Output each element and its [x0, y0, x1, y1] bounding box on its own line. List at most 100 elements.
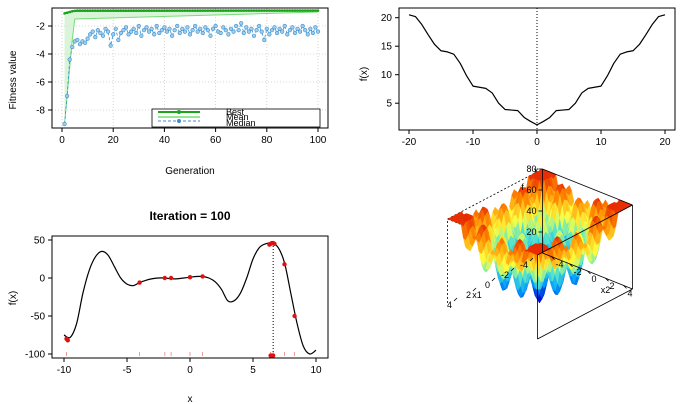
best-point [219, 9, 223, 12]
population-point [187, 275, 193, 280]
panel1-xtick-label: 80 [261, 135, 273, 146]
population-point [137, 280, 142, 285]
legend-box [151, 108, 321, 128]
best-point [83, 9, 87, 12]
best-point [188, 9, 192, 12]
median-point [126, 32, 131, 37]
best-point [129, 9, 133, 12]
best-point [247, 9, 251, 12]
legend-median-marker [177, 119, 181, 123]
panel1-xtick-label: 100 [310, 135, 327, 146]
panel1-xtick-label: 20 [108, 135, 120, 146]
best-point [145, 9, 148, 12]
median-point [251, 33, 257, 38]
median-point [121, 28, 126, 33]
median-point [226, 32, 231, 37]
best-point [150, 9, 153, 12]
population-point [162, 275, 167, 281]
median-point [149, 26, 154, 31]
median-point [182, 29, 187, 34]
median-point [75, 37, 80, 43]
median-point [172, 28, 177, 33]
panel3-xtick-label: -10 [57, 365, 72, 376]
panel1-xtick-label: 40 [159, 135, 171, 146]
median-point [100, 33, 106, 38]
median-point [208, 33, 213, 38]
legend-best-marker [177, 110, 181, 114]
best-point [104, 9, 107, 12]
best-point [63, 12, 66, 15]
best-point [178, 9, 182, 12]
median-point [169, 33, 175, 38]
panel2-xtick-label: -20 [402, 137, 417, 148]
best-point [73, 9, 77, 13]
best-point [91, 9, 95, 12]
median-point [164, 29, 170, 34]
best-point [311, 9, 315, 12]
median-point [123, 25, 129, 30]
panel1-xlabel: Generation [165, 166, 214, 177]
median-point [267, 32, 272, 37]
best-point [175, 9, 179, 12]
panel1-xtick-label: 60 [210, 135, 222, 146]
best-point [137, 9, 141, 12]
panel2-xlabel: x [534, 166, 539, 177]
panel4-xtick-label: 4 [447, 300, 452, 310]
population-point [65, 338, 70, 343]
panel1-ytick-label: -4 [36, 50, 45, 61]
best-point [70, 10, 74, 13]
median-point [272, 25, 277, 30]
best-point [214, 9, 217, 12]
median-point [228, 26, 234, 31]
median-point [118, 30, 123, 36]
best-point [257, 9, 261, 12]
best-point [296, 9, 299, 12]
legend-best-label: Best [226, 107, 245, 117]
median-point [70, 44, 75, 50]
best-point [204, 9, 207, 12]
median-point [280, 29, 285, 34]
median-point [139, 33, 144, 38]
median-point [292, 30, 298, 36]
panel2-axes: -20 -10 0 10 20 5 10 15 20 [381, 13, 671, 148]
population-point [270, 353, 276, 358]
best-point [198, 9, 202, 12]
best-point [206, 9, 210, 12]
best-point [227, 9, 230, 12]
median-point [290, 25, 295, 30]
panel4-ytick-label: 0 [592, 274, 597, 284]
median-point [105, 29, 111, 34]
panel3-ytick-label: 50 [34, 236, 46, 247]
best-point [157, 9, 161, 12]
median-point [85, 36, 90, 41]
median-point [129, 29, 134, 34]
best-point [132, 9, 135, 12]
median-point [231, 29, 236, 34]
median-point [88, 32, 93, 37]
population-point [200, 274, 205, 279]
panel3-ylabel: f(x) [8, 291, 19, 305]
legend-mean-label: Mean [226, 112, 249, 122]
best-point [114, 9, 118, 12]
median-point [257, 23, 262, 29]
median-point [167, 26, 172, 31]
panel3-ytick-label: -100 [25, 350, 45, 361]
best-point [270, 9, 274, 12]
best-point [155, 9, 159, 12]
panel1-ylabel: Fitness value [8, 50, 19, 109]
best-point [134, 9, 138, 12]
median-point [233, 23, 239, 29]
panel2-xtick-label: -10 [466, 137, 481, 148]
best-point [309, 9, 312, 12]
median-point [315, 29, 321, 34]
median-point [177, 30, 182, 36]
best-point [191, 9, 194, 12]
median-point [236, 28, 241, 33]
median-point [295, 26, 300, 31]
median-point [264, 26, 269, 31]
best-point [288, 9, 292, 12]
population-point [282, 262, 287, 267]
median-point [198, 26, 203, 31]
best-point [229, 9, 233, 12]
